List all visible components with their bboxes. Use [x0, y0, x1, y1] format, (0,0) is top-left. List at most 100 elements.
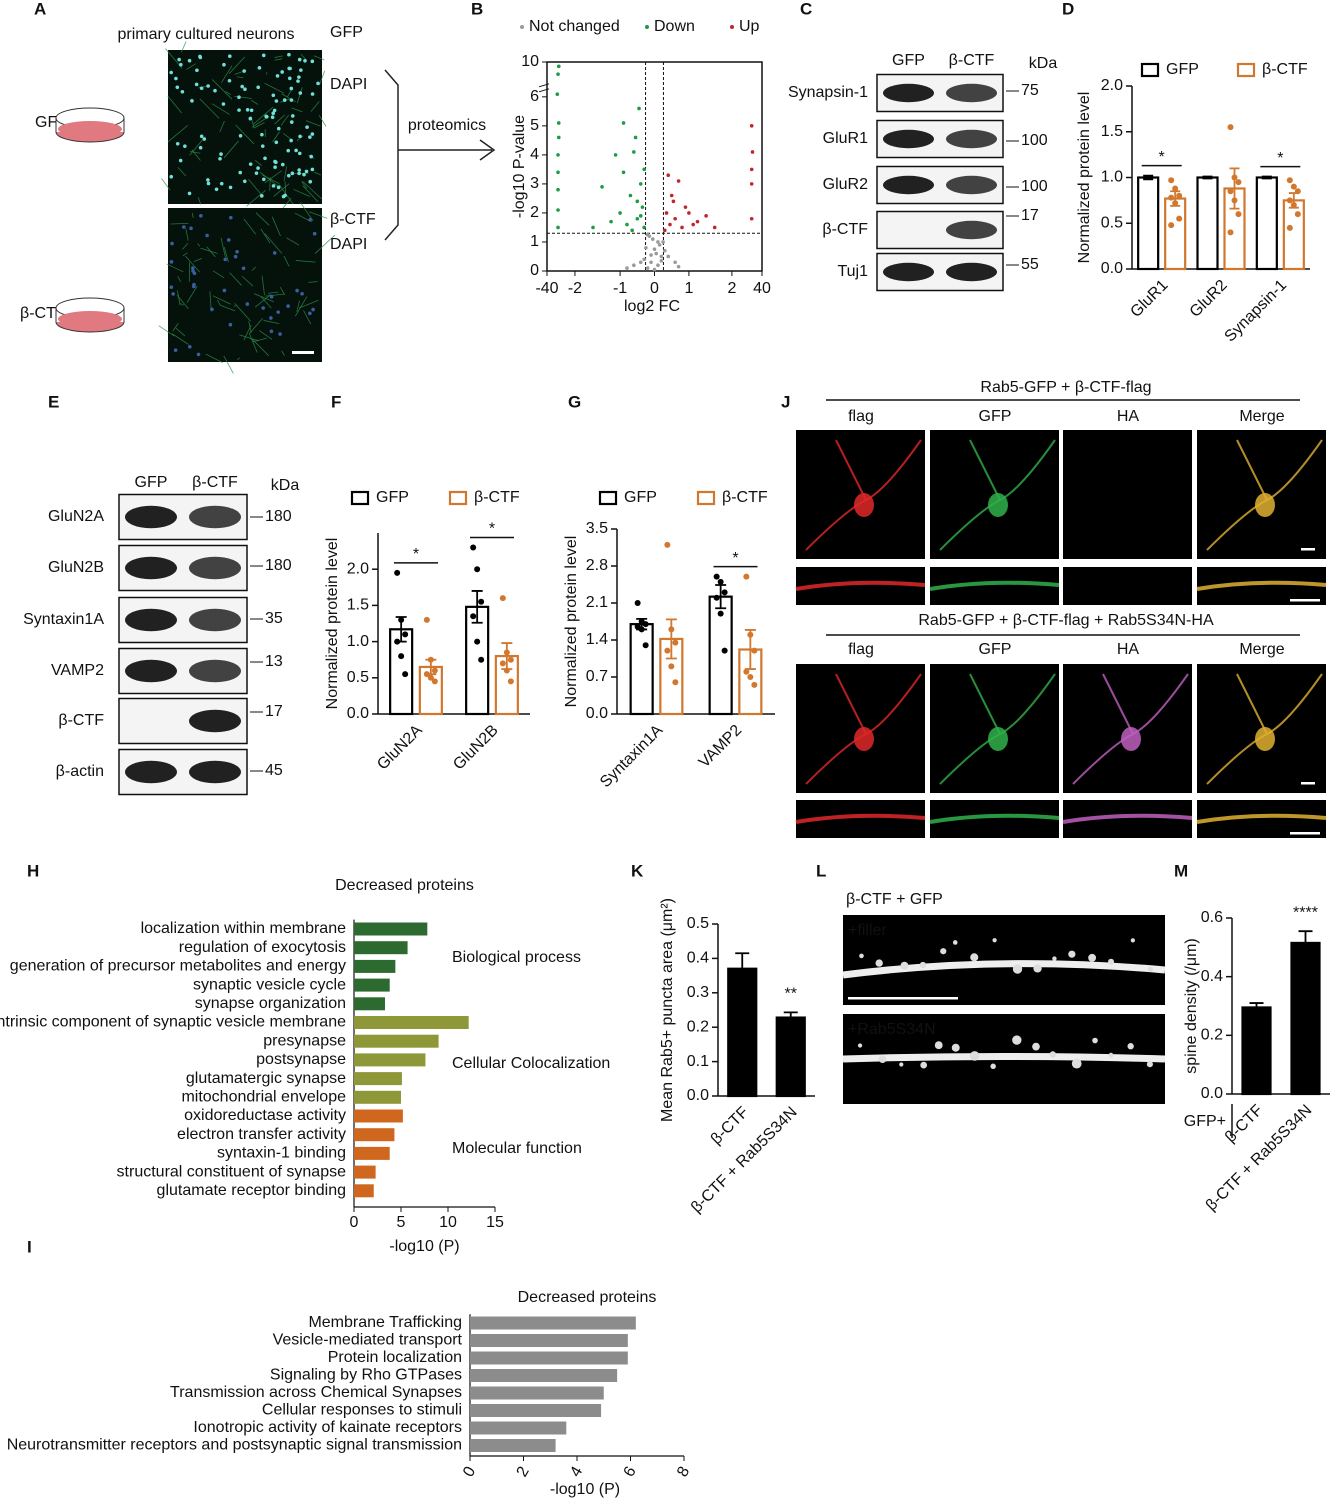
nucleus [300, 291, 304, 296]
x-tick-label: 8 [674, 1464, 693, 1480]
group-label: Biological process [452, 949, 581, 966]
y-tick-label: 0.4 [1201, 968, 1223, 985]
nucleus [280, 70, 284, 74]
nucleus [254, 171, 259, 175]
nucleus [237, 108, 241, 112]
data-point [470, 544, 477, 551]
y-tick-label: 0.7 [586, 668, 608, 685]
y-tick-label: 3.5 [586, 520, 608, 537]
row-label: Synapsin-1 [788, 84, 868, 101]
band [189, 556, 241, 580]
neurite [200, 247, 218, 254]
y-tick-label: 2.0 [1101, 77, 1123, 94]
unit-label: kDa [271, 477, 300, 494]
nucleus [248, 116, 253, 121]
neurite [251, 99, 259, 105]
nucleus [274, 99, 279, 103]
nucleus [298, 91, 303, 95]
point [704, 214, 708, 218]
row-label: β-CTF [58, 712, 104, 729]
nucleus [169, 70, 173, 75]
neurite [179, 303, 184, 306]
nucleus [289, 138, 293, 143]
bar [470, 1334, 628, 1347]
x-tick-label: 10 [439, 1214, 457, 1231]
y-tick-label: 1.4 [586, 631, 608, 648]
dendrite [842, 960, 1166, 979]
row-label: β-actin [56, 763, 104, 780]
point [635, 216, 640, 221]
point [640, 205, 645, 209]
lane-label: β-CTF [949, 52, 995, 69]
point [556, 225, 560, 230]
lane-label: β-CTF [192, 474, 238, 491]
neurite [172, 322, 179, 332]
data-point [431, 678, 438, 685]
nucleus [297, 151, 302, 156]
channel-label: Merge [1239, 408, 1284, 425]
data-point [1231, 197, 1238, 204]
neurite [303, 310, 312, 325]
soma [854, 493, 874, 517]
band [125, 608, 177, 632]
nucleus [228, 322, 233, 327]
nucleus [290, 171, 295, 176]
band [125, 505, 177, 529]
nucleus [179, 62, 183, 67]
y-tick-label: 0.0 [1201, 1085, 1223, 1102]
nucleus [269, 294, 274, 299]
point [687, 211, 691, 215]
spine [857, 1043, 863, 1048]
point [625, 222, 629, 227]
data-point [503, 649, 510, 656]
y-tick-label: 2.8 [586, 557, 608, 574]
x-tick-label: 0 [650, 280, 659, 297]
nucleus [192, 282, 196, 287]
neurite [177, 290, 181, 306]
bar [354, 1034, 439, 1048]
bar [354, 1016, 469, 1029]
dendrite-strip [929, 580, 1060, 591]
x-tick-label: GluR1 [1127, 277, 1171, 321]
band [946, 262, 997, 282]
data-point [402, 631, 409, 638]
nucleus [198, 54, 202, 59]
neurite [253, 293, 274, 303]
legend-marker [696, 490, 716, 506]
x-tick-label: β-CTF [708, 1104, 752, 1148]
point [649, 253, 653, 257]
y-axis-label: Normalized protein level [1076, 92, 1093, 264]
neurite [264, 82, 285, 94]
neurite [197, 197, 202, 205]
data-point [1235, 211, 1242, 218]
x-tick-label: 1 [684, 280, 693, 297]
soma [1255, 493, 1275, 517]
neurite [225, 91, 232, 95]
row-label: Syntaxin1A [23, 611, 104, 628]
nucleus [223, 257, 228, 262]
nucleus [169, 285, 174, 289]
category-label: mitochondrial envelope [181, 1089, 346, 1106]
data-point [398, 653, 405, 660]
neurite [310, 101, 320, 112]
spine [1052, 956, 1057, 961]
neurite [223, 355, 234, 374]
nucleus [303, 59, 307, 63]
neurite [185, 255, 201, 273]
band [946, 83, 997, 103]
stain-label: DAPI [330, 76, 367, 93]
spine [1127, 1043, 1134, 1050]
nucleus [181, 225, 186, 229]
category-label: synaptic vesicle cycle [193, 976, 346, 993]
bracket [384, 69, 399, 241]
error-bar [1261, 175, 1272, 180]
y-tick-label: 0.1 [687, 1053, 709, 1070]
nucleus [260, 144, 265, 148]
spine [934, 1041, 943, 1050]
point [555, 92, 560, 97]
y-tick-label: 1 [530, 233, 539, 250]
y-tick-label: 0 [530, 262, 539, 279]
point [630, 228, 634, 233]
nucleus [299, 68, 303, 72]
category-label: glutamate receptor binding [157, 1182, 346, 1199]
